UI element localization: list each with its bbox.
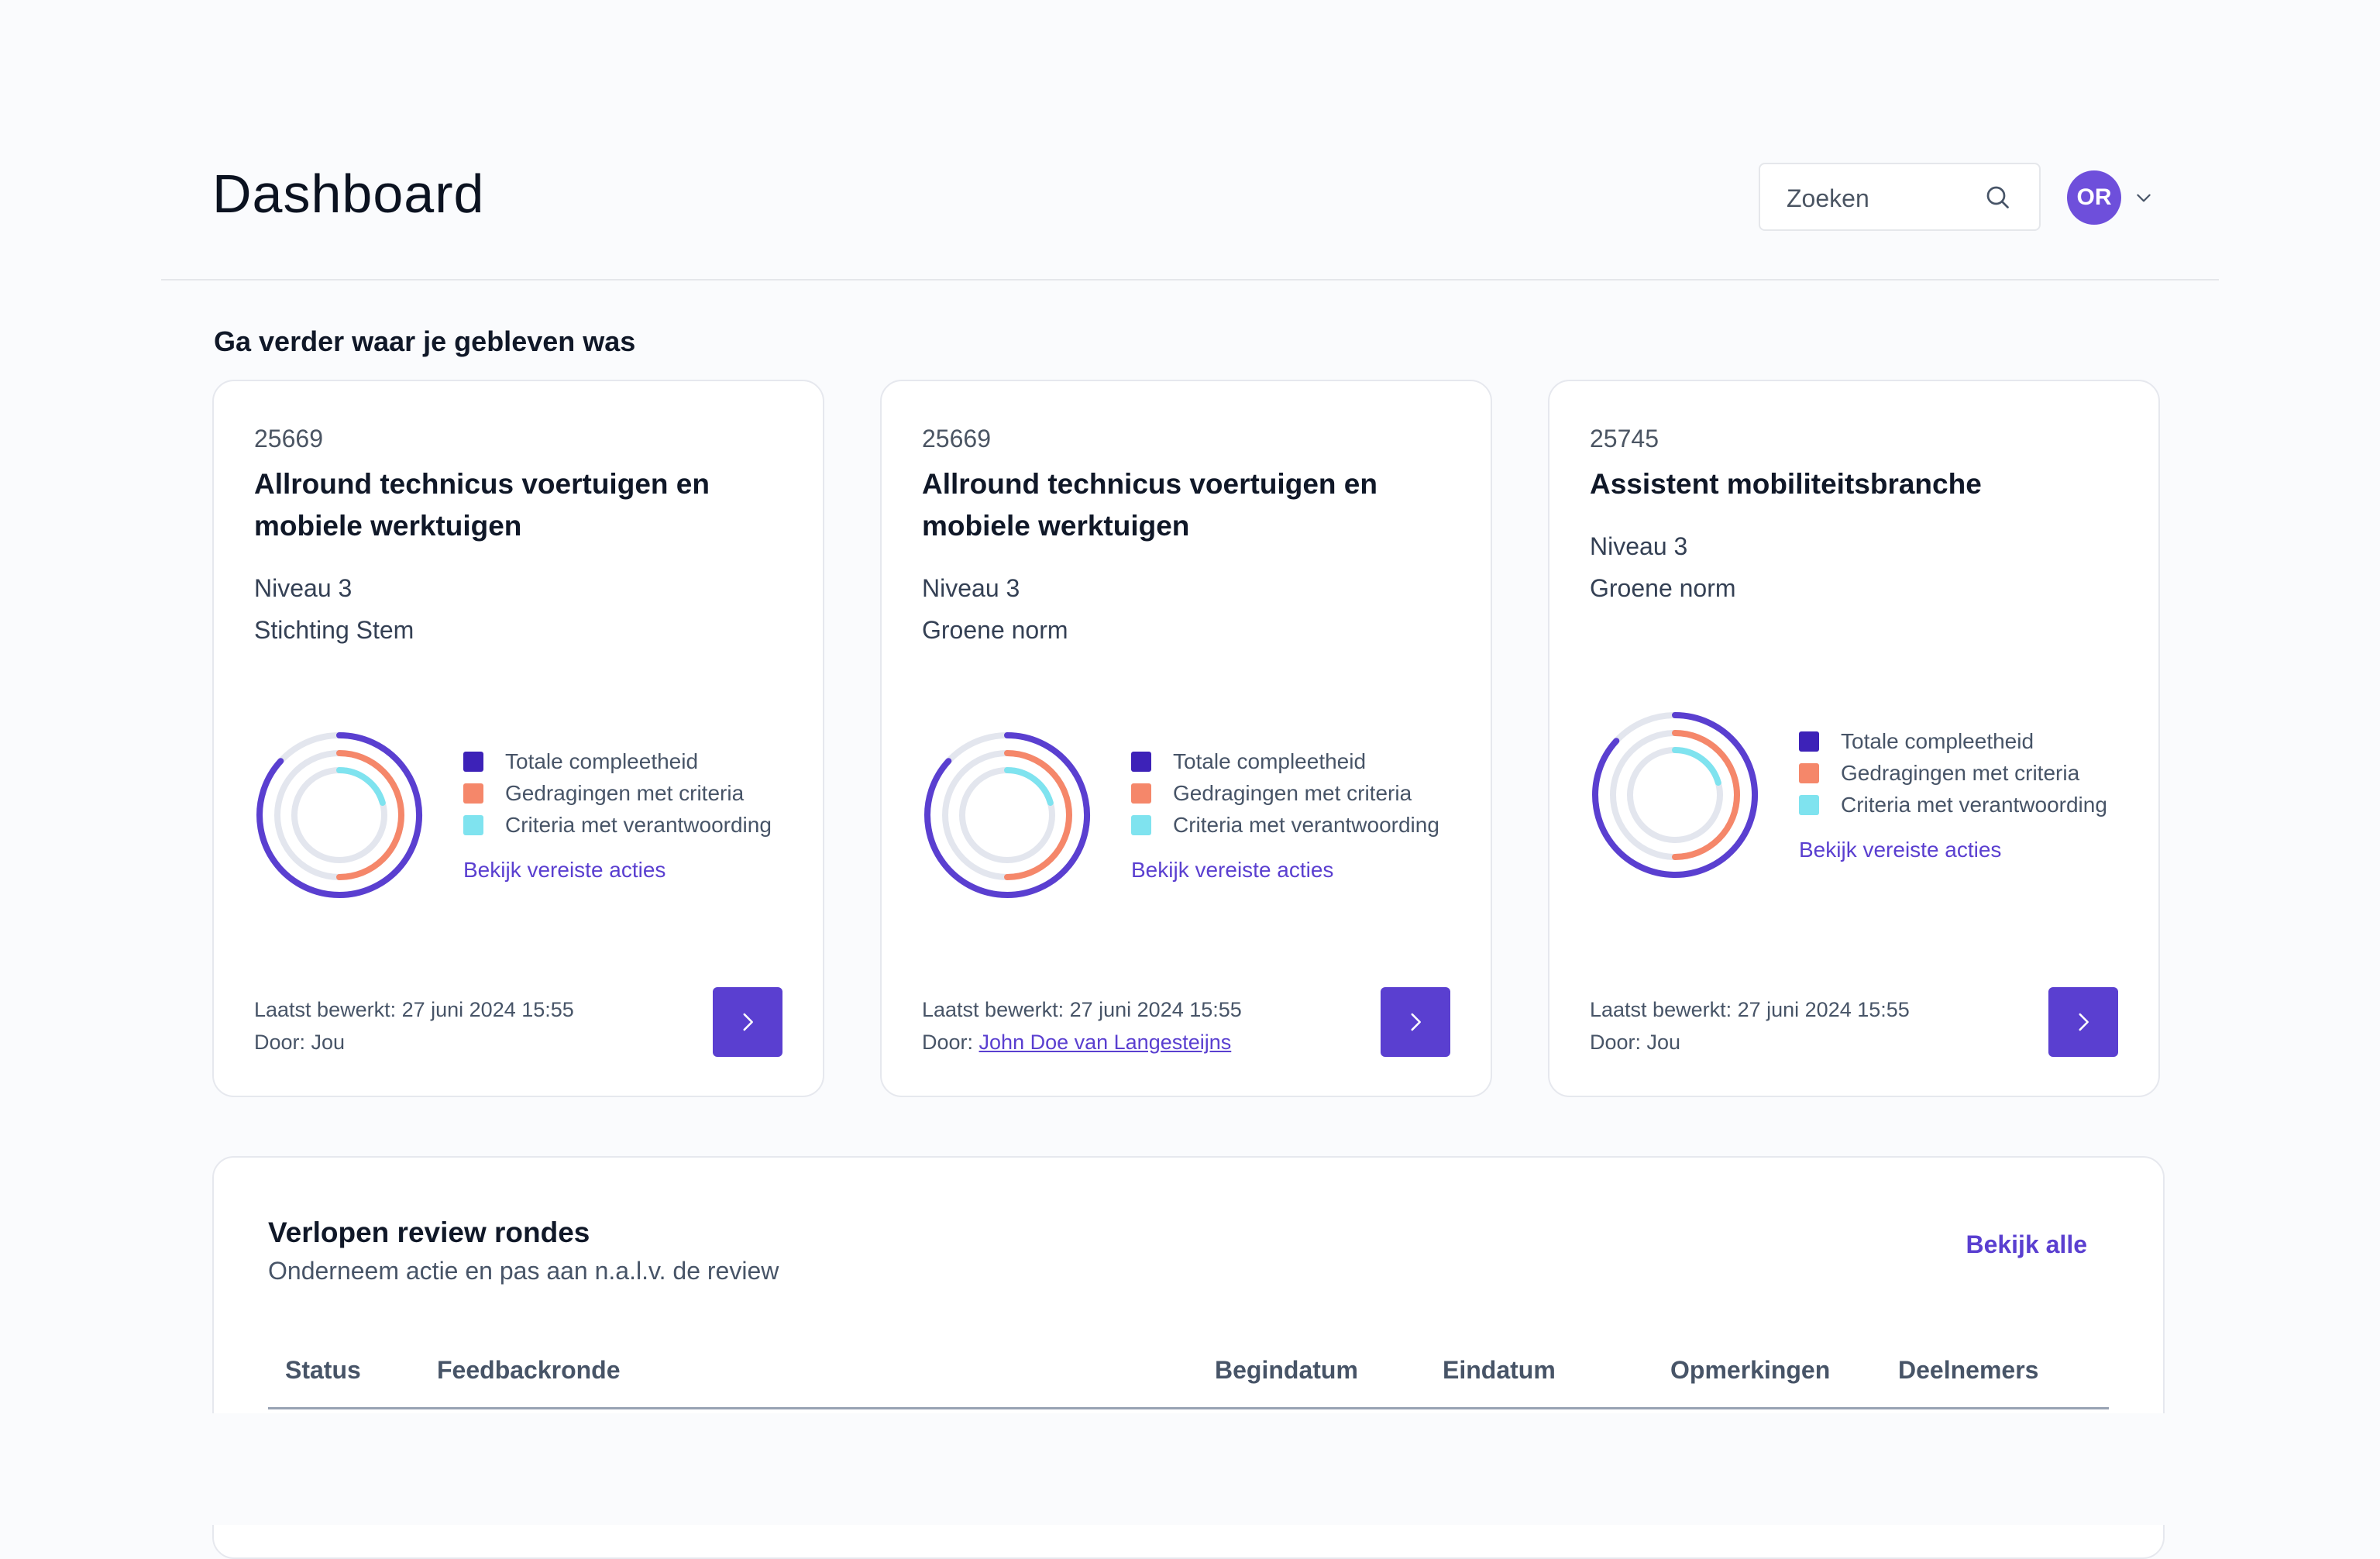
view-required-actions-link[interactable]: Bekijk vereiste acties <box>463 858 666 882</box>
legend-item: Totale compleetheid <box>1131 745 1439 777</box>
chevron-right-icon <box>743 1013 753 1031</box>
legend-label: Gedragingen met criteria <box>1173 780 1412 805</box>
page-title: Dashboard <box>212 163 485 224</box>
column-header-opmerkingen[interactable]: Opmerkingen <box>1670 1356 1831 1384</box>
edited-by-label: Door: <box>922 1031 979 1054</box>
legend-swatch <box>463 814 483 835</box>
legend-label: Totale compleetheid <box>505 749 699 773</box>
card-level: Niveau 3 <box>922 574 1020 602</box>
header-divider <box>161 279 2219 280</box>
qualification-card: 25745 Assistent mobiliteitsbranche Nivea… <box>1548 380 2160 1097</box>
view-required-actions-link[interactable]: Bekijk vereiste acties <box>1131 858 1334 882</box>
card-title: Allround technicus voertuigen en mobiele… <box>922 468 1377 542</box>
legend-item: Totale compleetheid <box>1799 725 2107 757</box>
qualification-card: 25669 Allround technicus voertuigen en m… <box>212 380 824 1097</box>
edited-by: Door: John Doe van Langesteijns <box>922 1026 1242 1058</box>
last-edited-text: Laatst bewerkt: 27 juni 2024 15:55 <box>1590 998 1910 1021</box>
legend-swatch <box>463 783 483 804</box>
legend-label: Gedragingen met criteria <box>505 780 745 805</box>
legend-label: Criteria met verantwoording <box>1841 792 2107 817</box>
card-level: Niveau 3 <box>254 574 353 602</box>
card-code: 25745 <box>1590 425 1659 453</box>
review-subtitle: Onderneem actie en pas aan n.a.l.v. de r… <box>268 1257 779 1285</box>
progress-ring-chart <box>924 732 1091 898</box>
legend-label: Criteria met verantwoording <box>1173 812 1439 837</box>
column-header-deelnemers[interactable]: Deelnemers <box>1898 1356 2039 1384</box>
view-required-actions-link[interactable]: Bekijk vereiste acties <box>1799 838 2002 862</box>
edited-by-user: Jou <box>311 1031 346 1054</box>
column-header-status[interactable]: Status <box>285 1356 361 1384</box>
legend-item: Gedragingen met criteria <box>1799 757 2107 789</box>
chevron-right-icon <box>1411 1013 1421 1031</box>
card-title: Allround technicus voertuigen en mobiele… <box>254 468 710 542</box>
qualification-card: 25669 Allround technicus voertuigen en m… <box>880 380 1492 1097</box>
last-edited-text: Laatst bewerkt: 27 juni 2024 15:55 <box>254 998 574 1021</box>
open-card-button[interactable] <box>1381 987 1450 1057</box>
table-header-divider <box>268 1407 2109 1409</box>
legend-swatch <box>1799 762 1819 783</box>
legend-swatch <box>463 751 483 772</box>
last-edited-info: Laatst bewerkt: 27 juni 2024 15:55 Door:… <box>922 993 1242 1058</box>
legend-swatch <box>1131 814 1151 835</box>
column-header-feedbackronde[interactable]: Feedbackronde <box>437 1356 621 1384</box>
legend-item: Gedragingen met criteria <box>1131 777 1439 809</box>
last-edited-info: Laatst bewerkt: 27 juni 2024 15:55 Door:… <box>1590 993 1910 1058</box>
avatar[interactable]: OR <box>2067 170 2121 225</box>
legend-swatch <box>1131 751 1151 772</box>
card-level: Niveau 3 <box>1590 532 1688 560</box>
legend-item: Totale compleetheid <box>463 745 772 777</box>
chevron-right-icon <box>2079 1013 2089 1031</box>
legend-label: Totale compleetheid <box>1841 728 2034 753</box>
column-header-begindatum[interactable]: Begindatum <box>1215 1356 1358 1384</box>
edited-by-user: Jou <box>1646 1031 1681 1054</box>
legend-item: Criteria met verantwoording <box>1131 809 1439 841</box>
edited-by: Door: Jou <box>254 1026 574 1058</box>
chart-legend: Totale compleetheid Gedragingen met crit… <box>463 745 772 883</box>
legend-item: Gedragingen met criteria <box>463 777 772 809</box>
card-code: 25669 <box>922 425 991 453</box>
legend-swatch <box>1799 794 1819 815</box>
view-all-link[interactable]: Bekijk alle <box>1966 1230 2087 1258</box>
edited-by: Door: Jou <box>1590 1026 1910 1058</box>
last-edited-text: Laatst bewerkt: 27 juni 2024 15:55 <box>922 998 1242 1021</box>
review-title: Verlopen review rondes <box>268 1217 590 1248</box>
edited-by-label: Door: <box>1590 1031 1647 1054</box>
legend-swatch <box>1799 731 1819 752</box>
chart-legend: Totale compleetheid Gedragingen met crit… <box>1799 725 2107 862</box>
legend-item: Criteria met verantwoording <box>463 809 772 841</box>
page-bottom-background <box>0 1413 2380 1525</box>
card-code: 25669 <box>254 425 323 453</box>
chart-legend: Totale compleetheid Gedragingen met crit… <box>1131 745 1439 883</box>
search-input[interactable]: Zoeken <box>1759 163 2041 231</box>
card-organisation: Groene norm <box>922 616 1068 644</box>
section-title: Ga verder waar je gebleven was <box>214 325 636 357</box>
column-header-eindatum[interactable]: Eindatum <box>1443 1356 1556 1384</box>
legend-item: Criteria met verantwoording <box>1799 789 2107 821</box>
progress-ring-chart <box>256 732 423 898</box>
card-organisation: Groene norm <box>1590 574 1736 602</box>
last-edited-info: Laatst bewerkt: 27 juni 2024 15:55 Door:… <box>254 993 574 1058</box>
edited-by-user-link[interactable]: John Doe van Langesteijns <box>978 1031 1232 1054</box>
card-organisation: Stichting Stem <box>254 616 414 644</box>
legend-label: Criteria met verantwoording <box>505 812 772 837</box>
chevron-down-icon[interactable] <box>2134 188 2154 208</box>
progress-ring-chart <box>1592 712 1759 878</box>
open-card-button[interactable] <box>713 987 782 1057</box>
card-title: Assistent mobiliteitsbranche <box>1590 468 1982 500</box>
open-card-button[interactable] <box>2048 987 2118 1057</box>
legend-label: Totale compleetheid <box>1173 749 1367 773</box>
search-icon[interactable] <box>1983 183 2011 211</box>
search-placeholder: Zoeken <box>1787 184 1869 212</box>
edited-by-label: Door: <box>254 1031 311 1054</box>
legend-label: Gedragingen met criteria <box>1841 760 2080 785</box>
legend-swatch <box>1131 783 1151 804</box>
